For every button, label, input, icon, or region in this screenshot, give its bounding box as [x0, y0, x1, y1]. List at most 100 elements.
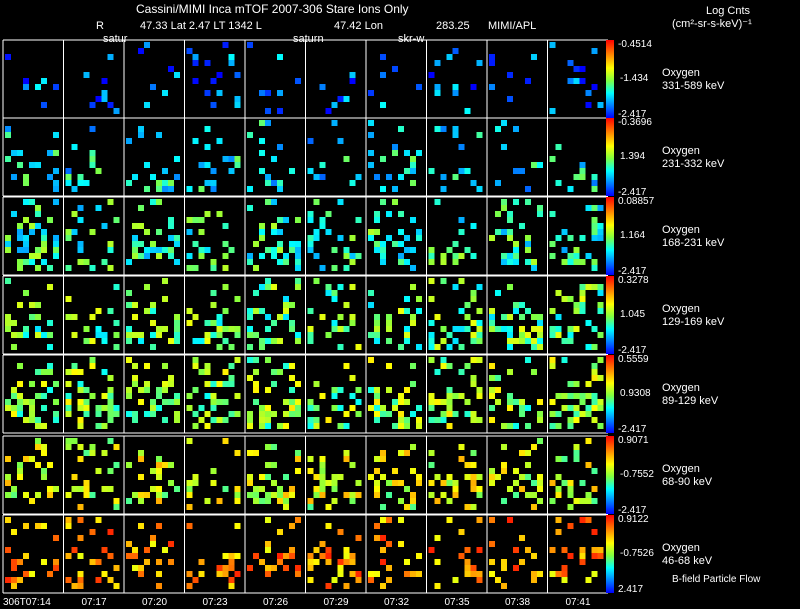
- heatmap-cell: [259, 168, 265, 174]
- heatmap-cell: [507, 96, 513, 102]
- heatmap-cell: [374, 492, 380, 498]
- heatmap-cell: [89, 492, 96, 498]
- heatmap-cell: [555, 235, 562, 241]
- heatmap-cell: [428, 168, 435, 174]
- heatmap-cell: [404, 247, 410, 253]
- heatmap-cell: [204, 162, 211, 168]
- heatmap-cell: [313, 405, 320, 411]
- heatmap-cell: [337, 405, 344, 411]
- heatmap-cell: [349, 284, 356, 290]
- heatmap-cell: [259, 90, 265, 96]
- heatmap-cell: [17, 223, 23, 229]
- heatmap-cell: [247, 357, 253, 363]
- heatmap-cell: [77, 417, 84, 423]
- heatmap-cell: [398, 399, 404, 405]
- heatmap-cell: [368, 405, 374, 411]
- heatmap-cell: [458, 308, 465, 314]
- heatmap-cell: [186, 438, 193, 444]
- heatmap-cell: [271, 253, 277, 259]
- heatmap-cell: [331, 480, 338, 486]
- heatmap-cell: [555, 474, 562, 480]
- heatmap-cell: [355, 387, 362, 393]
- heatmap-cell: [5, 517, 11, 523]
- heatmap-cell: [525, 405, 531, 411]
- heatmap-cell: [126, 387, 132, 393]
- heatmap-cell: [77, 486, 84, 492]
- heatmap-cell: [374, 241, 380, 247]
- heatmap-cell: [234, 96, 241, 102]
- heatmap-cell: [289, 363, 295, 369]
- heatmap-cell: [162, 168, 168, 174]
- heatmap-cell: [374, 468, 380, 474]
- heatmap-cell: [126, 180, 132, 186]
- heatmap-cell: [35, 247, 41, 253]
- heatmap-cell: [398, 253, 404, 259]
- heatmap-cell: [489, 541, 495, 547]
- heatmap-cell: [283, 296, 289, 302]
- heatmap-cell: [265, 517, 271, 523]
- heatmap-cell: [410, 265, 416, 271]
- heatmap-cell: [325, 229, 332, 235]
- heatmap-cell: [495, 126, 501, 132]
- heatmap-cell: [495, 399, 501, 405]
- heatmap-cell: [228, 565, 235, 571]
- heatmap-cell: [585, 462, 592, 468]
- heatmap-cell: [17, 474, 23, 480]
- heatmap-cell: [17, 411, 23, 417]
- heatmap-cell: [228, 553, 235, 559]
- heatmap-cell: [591, 553, 598, 559]
- heatmap-cell: [464, 474, 471, 480]
- heatmap-cell: [126, 498, 132, 504]
- heatmap-cell: [29, 498, 35, 504]
- heatmap-cell: [17, 559, 23, 565]
- heatmap-cell: [11, 387, 17, 393]
- heatmap-cell: [374, 480, 380, 486]
- heatmap-cell: [174, 320, 180, 326]
- heatmap-cell: [192, 60, 199, 66]
- heatmap-cell: [17, 229, 23, 235]
- heatmap-cell: [168, 559, 174, 565]
- heatmap-cell: [470, 450, 477, 456]
- heatmap-cell: [71, 211, 78, 217]
- heatmap-cell: [525, 247, 531, 253]
- heatmap-cell: [573, 417, 580, 423]
- heatmap-cell: [150, 320, 156, 326]
- heatmap-cell: [501, 120, 507, 126]
- heatmap-cell: [489, 326, 495, 332]
- heatmap-cell: [446, 480, 453, 486]
- heatmap-cell: [253, 381, 259, 387]
- heatmap-cell: [29, 411, 35, 417]
- heatmap-cell: [410, 411, 416, 417]
- heatmap-cell: [519, 474, 525, 480]
- heatmap-cell: [349, 375, 356, 381]
- heatmap-cell: [464, 168, 471, 174]
- heatmap-cell: [555, 393, 562, 399]
- heatmap-cell: [234, 162, 241, 168]
- heatmap-cell: [11, 411, 17, 417]
- colorbar-mid-label: 1.164: [620, 230, 646, 241]
- heatmap-cell: [380, 583, 386, 589]
- heatmap-cell: [283, 253, 289, 259]
- heatmap-cell: [410, 571, 416, 577]
- time-tick-label: 07:32: [384, 597, 410, 608]
- heatmap-cell: [428, 253, 435, 259]
- heatmap-cell: [150, 535, 156, 541]
- heatmap-cell: [53, 247, 59, 253]
- heatmap-cell: [247, 492, 253, 498]
- heatmap-cell: [283, 492, 289, 498]
- heatmap-cell: [5, 474, 11, 480]
- heatmap-cell: [398, 211, 404, 217]
- heatmap-cell: [549, 399, 556, 405]
- heatmap-cell: [222, 284, 229, 290]
- heatmap-cell: [283, 474, 289, 480]
- heatmap-cell: [5, 156, 11, 162]
- heatmap-cell: [331, 247, 338, 253]
- heatmap-cell: [513, 241, 519, 247]
- heatmap-cell: [41, 369, 47, 375]
- heatmap-cell: [95, 205, 102, 211]
- species-label: Oxygen: [662, 542, 700, 554]
- heatmap-cell: [349, 78, 356, 84]
- heatmap-cell: [349, 498, 356, 504]
- heatmap-cell: [452, 48, 459, 54]
- heatmap-cell: [35, 438, 41, 444]
